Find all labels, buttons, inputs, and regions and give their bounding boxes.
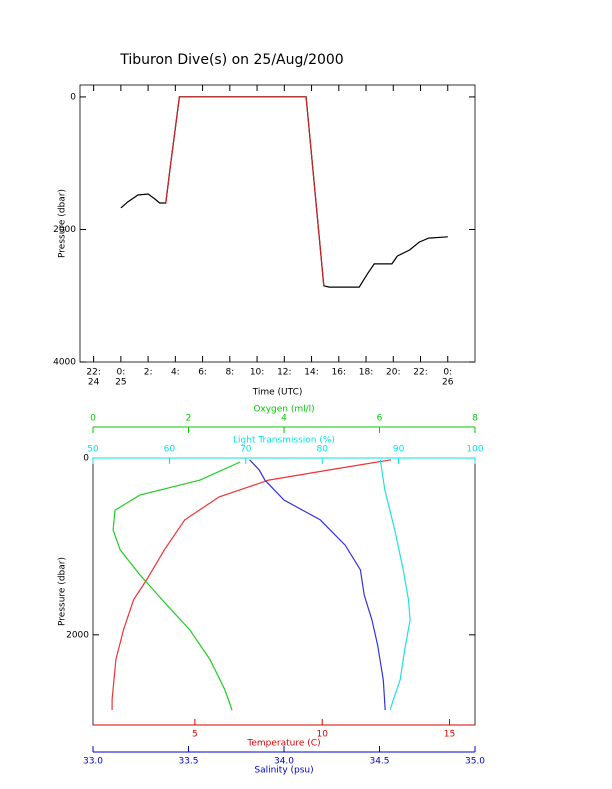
x-tick-label: 8:	[225, 368, 234, 378]
y-axis-label: Pressure (dbar)	[58, 557, 68, 626]
data-line	[112, 461, 241, 711]
x-axis-label: Light Transmission (%)	[233, 436, 335, 446]
y-tick-label: 0	[83, 454, 89, 464]
x-tick-label: 10:	[250, 368, 264, 378]
x-tick-label: 33.0	[83, 757, 103, 767]
x-tick-label: 14:	[304, 368, 318, 378]
x-tick-label: 60	[164, 445, 176, 455]
x-axis-label: Temperature (C)	[246, 739, 320, 749]
y-axis-label: Pressure (dbar)	[58, 189, 68, 258]
y-tick-label: 4000	[53, 358, 76, 368]
x-tick-label: 0:	[443, 368, 452, 378]
x-axis-label: Salinity (psu)	[254, 766, 313, 776]
x-tick-sublabel: 26	[442, 378, 454, 388]
x-tick-label: 0:	[116, 368, 125, 378]
x-tick-label: 12:	[277, 368, 291, 378]
x-tick-label: 90	[393, 445, 405, 455]
x-tick-label: 0	[90, 414, 96, 424]
x-tick-label: 70	[240, 445, 252, 455]
y-tick-label: 2000	[53, 225, 76, 235]
x-tick-label: 34.5	[369, 757, 389, 767]
x-tick-label: 6	[377, 414, 383, 424]
x-tick-label: 15	[444, 730, 455, 740]
x-tick-label: 5	[192, 730, 198, 740]
x-tick-label: 6:	[198, 368, 207, 378]
x-axis-label: Oxygen (ml/l)	[253, 405, 314, 415]
y-tick-label: 0	[70, 92, 76, 102]
x-axis-label: Time (UTC)	[252, 388, 303, 398]
data-line	[249, 459, 386, 711]
x-tick-label: 16:	[332, 368, 346, 378]
x-tick-label: 2:	[144, 368, 153, 378]
x-tick-label: 4:	[171, 368, 180, 378]
x-tick-label: 33.5	[178, 757, 198, 767]
plot-frame	[79, 84, 476, 363]
x-tick-label: 80	[316, 445, 328, 455]
x-tick-label: 2	[186, 414, 192, 424]
x-tick-label: 100	[466, 445, 483, 455]
x-tick-label: 22:	[413, 368, 427, 378]
x-tick-label: 8	[472, 414, 478, 424]
data-line	[111, 459, 392, 710]
figure-title: Tiburon Dive(s) on 25/Aug/2000	[119, 52, 343, 68]
x-tick-label: 18:	[359, 368, 373, 378]
x-tick-sublabel: 24	[88, 378, 100, 388]
x-tick-label: 22:	[86, 368, 100, 378]
y-tick-label: 2000	[66, 630, 89, 640]
x-tick-label: 34.0	[274, 757, 294, 767]
data-line	[379, 459, 411, 711]
x-tick-label: 10	[316, 730, 328, 740]
x-tick-label: 4	[281, 414, 287, 424]
x-tick-label: 35.0	[465, 757, 485, 767]
data-line	[165, 96, 325, 286]
x-tick-label: 50	[87, 445, 99, 455]
x-tick-label: 20:	[386, 368, 400, 378]
x-tick-sublabel: 25	[115, 378, 126, 388]
